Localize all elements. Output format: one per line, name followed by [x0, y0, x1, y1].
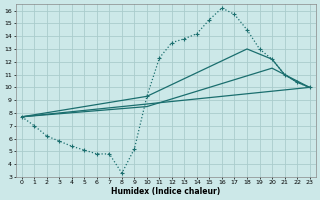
X-axis label: Humidex (Indice chaleur): Humidex (Indice chaleur)	[111, 187, 220, 196]
